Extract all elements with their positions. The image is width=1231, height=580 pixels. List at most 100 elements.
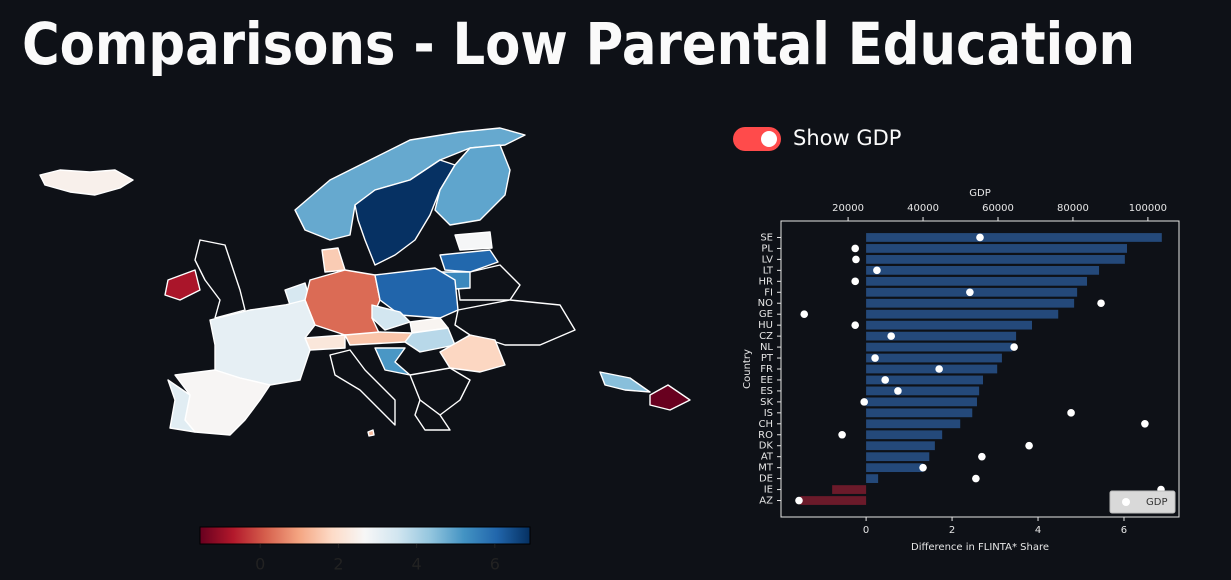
y-tick-label: NL	[760, 342, 773, 353]
gdp-point	[1097, 299, 1105, 308]
gdp-point	[873, 266, 881, 275]
page-title: Comparisons - Low Parental Education	[22, 10, 1135, 78]
y-tick-label: SK	[760, 397, 773, 408]
gdp-point	[838, 430, 846, 439]
bar	[866, 265, 1100, 275]
country	[167, 379, 196, 433]
colorbar-tick-label: 4	[412, 555, 422, 574]
y-axis-label: Country	[742, 349, 753, 389]
y-tick-label: IE	[764, 485, 773, 496]
y-tick-label: FI	[764, 287, 773, 298]
country	[454, 231, 493, 251]
bar	[866, 353, 1002, 363]
legend-label: GDP	[1146, 497, 1167, 508]
bar	[866, 320, 1033, 330]
country	[374, 347, 411, 376]
x-tick-label: 0	[863, 525, 869, 536]
y-tick-label: ES	[760, 386, 773, 397]
bar	[866, 233, 1162, 242]
x2-tick-label: 60000	[982, 203, 1014, 214]
country	[344, 331, 413, 346]
gdp-point	[966, 288, 974, 297]
country	[164, 269, 201, 301]
country	[434, 144, 511, 226]
toggle-label[interactable]: Show GDP	[793, 126, 901, 150]
gdp-point	[1141, 420, 1149, 428]
region	[454, 299, 576, 346]
x-tick-label: 4	[1035, 525, 1041, 536]
x2-tick-label: 80000	[1057, 203, 1089, 214]
y-tick-label: AZ	[759, 496, 773, 507]
x-tick-label: 6	[1121, 525, 1127, 536]
bar	[866, 441, 935, 451]
gdp-point	[851, 244, 860, 253]
country	[649, 384, 691, 411]
bar	[866, 244, 1127, 253]
gdp-point	[1010, 343, 1018, 351]
legend-marker	[1122, 498, 1130, 506]
gdp-point	[871, 354, 879, 362]
bar	[866, 408, 973, 418]
bar	[866, 452, 930, 462]
y-tick-label: HU	[758, 320, 773, 331]
gdp-point	[860, 398, 868, 406]
y-tick-label: CH	[758, 419, 773, 430]
gdp-point	[978, 452, 986, 461]
gdp-point	[852, 255, 860, 264]
bar	[832, 485, 867, 494]
bar	[800, 496, 867, 505]
y-tick-label: IS	[764, 408, 773, 419]
y-tick-label: NO	[758, 298, 773, 309]
y-tick-label: AT	[761, 452, 774, 463]
y-tick-label: SE	[760, 232, 773, 243]
gdp-point	[1067, 409, 1075, 417]
bar	[866, 331, 1017, 341]
bar	[866, 397, 977, 407]
bar	[866, 255, 1125, 264]
plot-frame	[780, 220, 1180, 518]
region	[414, 399, 451, 431]
country	[39, 169, 134, 196]
gdp-point	[919, 463, 927, 472]
y-tick-label: DK	[759, 441, 774, 452]
colorbar-tick-label: 6	[490, 555, 500, 574]
bar	[866, 474, 879, 483]
country	[371, 304, 411, 331]
x-tick-label: 2	[949, 525, 955, 536]
bar	[866, 386, 980, 396]
gdp-point	[887, 332, 895, 340]
y-tick-label: GE	[759, 309, 773, 320]
country	[374, 267, 459, 319]
y-tick-label: LT	[763, 265, 774, 276]
toggle[interactable]: Show GDP	[733, 126, 901, 151]
gdp-point	[1025, 441, 1033, 450]
colorbar	[199, 526, 531, 545]
y-tick-label: PT	[761, 353, 774, 364]
y-tick-label: LV	[762, 254, 773, 265]
y-tick-label: DE	[759, 474, 773, 485]
gdp-point	[851, 321, 860, 329]
map	[39, 127, 691, 437]
gdp-point	[851, 277, 860, 286]
bar	[866, 375, 984, 385]
legend-box	[1109, 490, 1176, 514]
country	[439, 249, 499, 273]
country	[439, 334, 506, 373]
country	[304, 334, 346, 351]
toggle-knob[interactable]	[761, 131, 777, 147]
bar	[866, 309, 1059, 319]
bar	[866, 276, 1088, 286]
y-tick-label: HR	[759, 276, 774, 287]
bar	[866, 419, 961, 429]
country	[599, 371, 651, 393]
country	[367, 429, 375, 437]
x2-axis-label: GDP	[969, 188, 990, 199]
country	[404, 327, 456, 353]
x-axis-label: Difference in FLINTA* Share	[911, 542, 1049, 553]
colorbar-tick-label: 0	[255, 555, 265, 574]
country	[304, 269, 381, 336]
bar	[866, 463, 924, 473]
y-tick-label: MT	[758, 463, 774, 474]
gdp-point	[881, 376, 889, 384]
